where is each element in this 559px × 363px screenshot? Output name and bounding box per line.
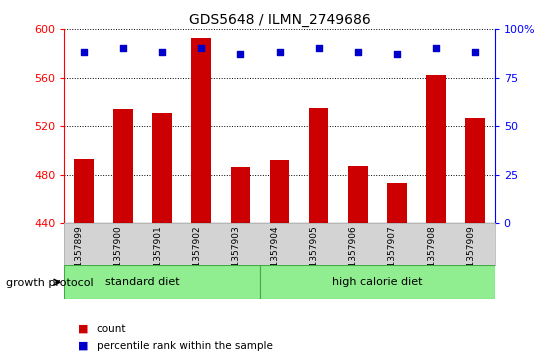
- Text: GSM1357902: GSM1357902: [192, 225, 201, 286]
- Text: GSM1357905: GSM1357905: [310, 225, 319, 286]
- Title: GDS5648 / ILMN_2749686: GDS5648 / ILMN_2749686: [188, 13, 371, 26]
- Bar: [231, 167, 250, 223]
- Bar: [466, 118, 485, 223]
- Point: [158, 49, 167, 55]
- Point: [471, 49, 480, 55]
- Point: [119, 45, 127, 51]
- Bar: [309, 108, 329, 223]
- Text: ■: ■: [78, 340, 89, 351]
- Bar: [387, 183, 407, 223]
- Text: GSM1357906: GSM1357906: [349, 225, 358, 286]
- Point: [236, 52, 245, 57]
- Bar: [348, 166, 368, 223]
- Point: [392, 52, 401, 57]
- Bar: [152, 113, 172, 223]
- Bar: [64, 265, 260, 299]
- Point: [197, 45, 206, 51]
- Point: [79, 49, 88, 55]
- Text: GSM1357901: GSM1357901: [153, 225, 162, 286]
- Text: count: count: [97, 323, 126, 334]
- Point: [432, 45, 440, 51]
- Bar: [192, 37, 211, 223]
- Bar: [113, 109, 133, 223]
- Text: growth protocol: growth protocol: [6, 278, 93, 288]
- Bar: [270, 160, 290, 223]
- Text: standard diet: standard diet: [105, 277, 180, 287]
- Bar: [260, 265, 495, 299]
- Text: GSM1357904: GSM1357904: [271, 225, 280, 286]
- Text: GSM1357908: GSM1357908: [427, 225, 436, 286]
- Text: GSM1357907: GSM1357907: [388, 225, 397, 286]
- Bar: [74, 159, 93, 223]
- Text: percentile rank within the sample: percentile rank within the sample: [97, 340, 273, 351]
- Bar: [427, 75, 446, 223]
- Text: GSM1357903: GSM1357903: [231, 225, 240, 286]
- Text: GSM1357899: GSM1357899: [75, 225, 84, 286]
- Text: GSM1357909: GSM1357909: [466, 225, 475, 286]
- Text: high calorie diet: high calorie diet: [332, 277, 423, 287]
- Text: GSM1357900: GSM1357900: [114, 225, 123, 286]
- Point: [275, 49, 284, 55]
- Text: ■: ■: [78, 323, 89, 334]
- Point: [314, 45, 323, 51]
- Point: [353, 49, 362, 55]
